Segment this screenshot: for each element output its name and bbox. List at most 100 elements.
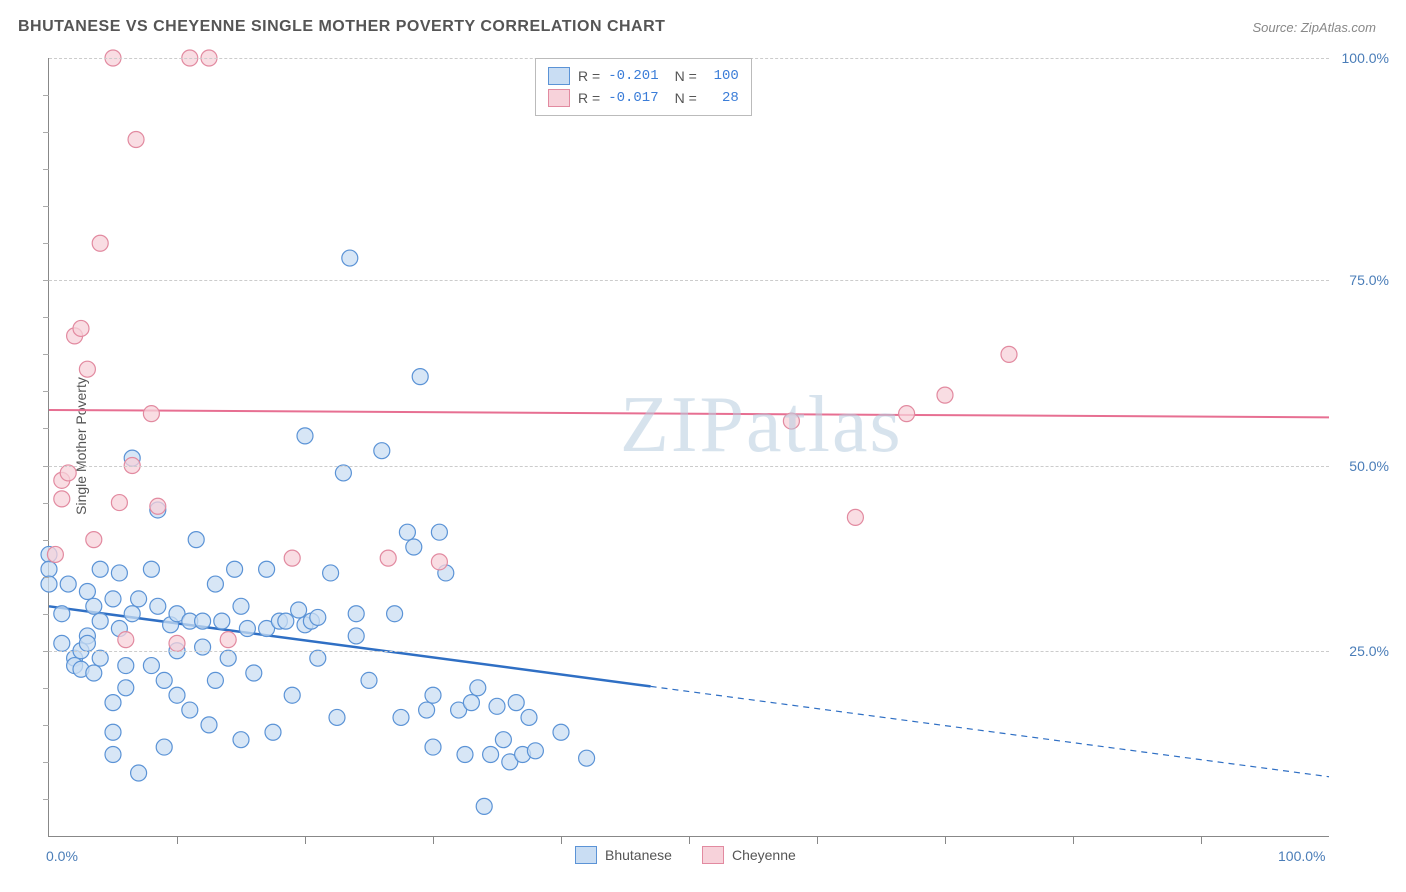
data-point-bhutanese [239,621,255,637]
x-minor-tick [1201,836,1202,844]
data-point-bhutanese [79,635,95,651]
data-point-bhutanese [86,598,102,614]
x-minor-tick [305,836,306,844]
data-point-bhutanese [79,583,95,599]
data-point-bhutanese [310,650,326,666]
data-point-cheyenne [169,635,185,651]
y-minor-tick [43,354,49,355]
data-point-cheyenne [111,495,127,511]
plot-area: 25.0%50.0%75.0%100.0% [48,58,1329,837]
data-point-bhutanese [105,724,121,740]
data-point-bhutanese [207,672,223,688]
data-point-bhutanese [508,695,524,711]
legend-swatch-icon [702,846,724,864]
data-point-bhutanese [431,524,447,540]
data-point-bhutanese [246,665,262,681]
data-point-cheyenne [899,406,915,422]
data-point-bhutanese [105,591,121,607]
data-point-bhutanese [188,532,204,548]
data-point-bhutanese [483,746,499,762]
y-minor-tick [43,540,49,541]
data-point-cheyenne [380,550,396,566]
data-point-cheyenne [60,465,76,481]
data-point-bhutanese [118,680,134,696]
data-point-cheyenne [1001,346,1017,362]
data-point-bhutanese [329,709,345,725]
gridline [49,466,1329,467]
data-point-bhutanese [393,709,409,725]
data-point-bhutanese [361,672,377,688]
data-point-bhutanese [495,732,511,748]
legend-r-value: -0.017 [608,87,658,109]
data-point-bhutanese [150,598,166,614]
legend-series-item: Bhutanese [575,846,672,864]
data-point-bhutanese [105,746,121,762]
data-point-bhutanese [92,650,108,666]
y-tick-label: 75.0% [1334,272,1389,288]
data-point-bhutanese [284,687,300,703]
gridline [49,280,1329,281]
y-minor-tick [43,688,49,689]
x-minor-tick [561,836,562,844]
data-point-cheyenne [79,361,95,377]
data-point-bhutanese [406,539,422,555]
source-prefix: Source: [1252,20,1300,35]
data-point-cheyenne [118,632,134,648]
chart-container: BHUTANESE VS CHEYENNE SINGLE MOTHER POVE… [0,0,1406,892]
data-point-bhutanese [419,702,435,718]
legend-n-label: N = [675,65,697,87]
legend-swatch-icon [548,89,570,107]
data-point-bhutanese [156,672,172,688]
x-minor-tick [689,836,690,844]
y-minor-tick [43,169,49,170]
data-point-bhutanese [131,765,147,781]
data-point-cheyenne [92,235,108,251]
data-point-bhutanese [425,687,441,703]
data-point-bhutanese [60,576,76,592]
data-point-cheyenne [47,546,63,562]
data-point-cheyenne [937,387,953,403]
legend-n-value: 28 [705,87,739,109]
legend-swatch-icon [575,846,597,864]
data-point-bhutanese [463,695,479,711]
y-minor-tick [43,762,49,763]
data-point-bhutanese [553,724,569,740]
y-minor-tick [43,651,49,652]
data-point-cheyenne [847,509,863,525]
y-tick-label: 50.0% [1334,458,1389,474]
x-tick-label-min: 0.0% [46,848,78,864]
legend-series-name: Bhutanese [605,847,672,863]
data-point-cheyenne [143,406,159,422]
x-minor-tick [1073,836,1074,844]
legend-series-item: Cheyenne [702,846,796,864]
legend-stats-row: R =-0.017N =28 [548,87,739,109]
data-point-bhutanese [92,613,108,629]
data-point-bhutanese [195,613,211,629]
legend-n-value: 100 [705,65,739,87]
data-point-bhutanese [118,658,134,674]
data-point-bhutanese [259,561,275,577]
data-point-bhutanese [214,613,230,629]
y-minor-tick [43,799,49,800]
data-point-bhutanese [342,250,358,266]
data-point-cheyenne [783,413,799,429]
data-point-bhutanese [143,561,159,577]
data-point-bhutanese [387,606,403,622]
y-minor-tick [43,614,49,615]
data-point-bhutanese [278,613,294,629]
data-point-bhutanese [233,732,249,748]
y-tick-label: 100.0% [1334,50,1389,66]
data-point-bhutanese [470,680,486,696]
data-point-bhutanese [399,524,415,540]
data-point-bhutanese [476,798,492,814]
legend-n-label: N = [675,87,697,109]
data-point-bhutanese [111,565,127,581]
x-tick-label-max: 100.0% [1278,848,1325,864]
x-minor-tick [177,836,178,844]
data-point-cheyenne [73,320,89,336]
data-point-bhutanese [233,598,249,614]
data-point-bhutanese [143,658,159,674]
legend-r-value: -0.201 [608,65,658,87]
data-point-bhutanese [323,565,339,581]
data-point-bhutanese [195,639,211,655]
